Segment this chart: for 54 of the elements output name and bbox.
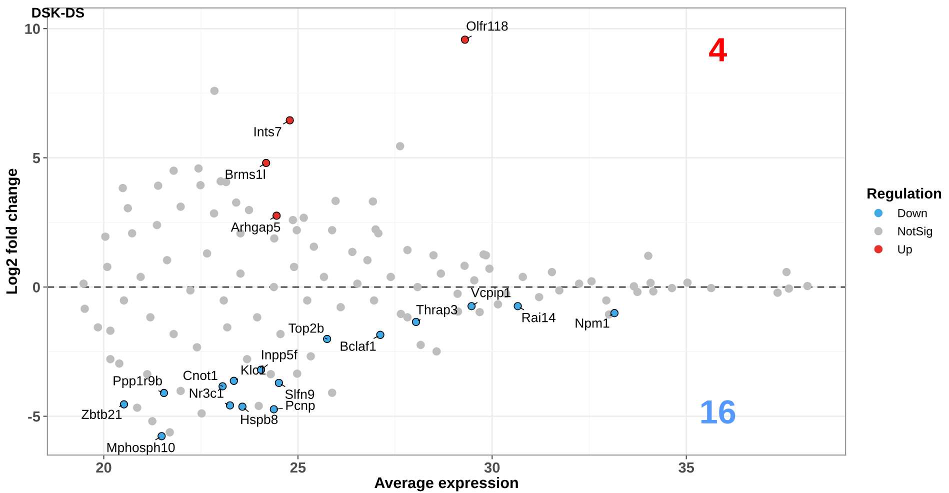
data-label: Vcpip1 [470,288,511,300]
x-tick-label: 30 [484,462,500,473]
y-tick-label: 0 [32,282,40,292]
point [610,309,619,318]
data-label: Npm1 [576,318,610,330]
data-label: Cnot1 [183,370,218,380]
x-tick-label: 20 [96,462,112,473]
y-tick-label: 10 [25,24,40,34]
point [158,432,166,440]
point [274,378,284,388]
point [286,116,294,124]
data-label: Ints7 [254,127,282,136]
data-label: Nr3c1 [190,388,224,398]
data-label: Inpp5f [262,350,298,362]
data-label: Brms1l [226,169,265,180]
point [120,400,128,408]
data-label: Top2b [288,323,324,336]
data-label: Mphosph10 [107,442,175,455]
data-label: Pcnp [286,400,315,413]
data-label: Arhgap5 [230,222,280,234]
point [376,330,384,339]
point [238,402,247,411]
point [272,212,281,220]
data-label: Rai14 [522,312,556,322]
annotation: 4 [709,38,727,62]
data-label: Bclaf1 [340,341,376,351]
data-label: Ppp1r9b [114,376,162,388]
x-tick-label: 35 [678,462,694,473]
y-axis-title: Log2 fold change [6,168,20,294]
legend-title: Regulation [868,188,942,202]
y-tick-label: 5 [32,153,40,164]
legend-label: Up [898,245,912,256]
x-axis-title: Average expression [374,476,518,492]
point [262,158,270,168]
data-label: Slfn9 [285,389,314,399]
data-label: Thrap3 [416,304,458,317]
point [270,405,278,414]
point [412,318,420,326]
legend-label: Down [898,209,927,218]
data-label: Olfr118 [466,21,508,31]
x-tick-label: 25 [290,462,306,473]
legend-label: NotSig [898,226,932,238]
point [514,302,522,310]
point [230,376,238,385]
chart-title: DSK-DS [32,8,84,18]
data-label: Zbtb21 [82,409,122,420]
point [322,334,332,344]
y-tick-label: -5 [28,412,40,422]
annotation: 16 [701,400,736,424]
point [226,401,234,410]
data-label: Hspb8 [241,414,278,427]
point [460,36,470,44]
point [160,388,168,398]
point [467,302,476,310]
